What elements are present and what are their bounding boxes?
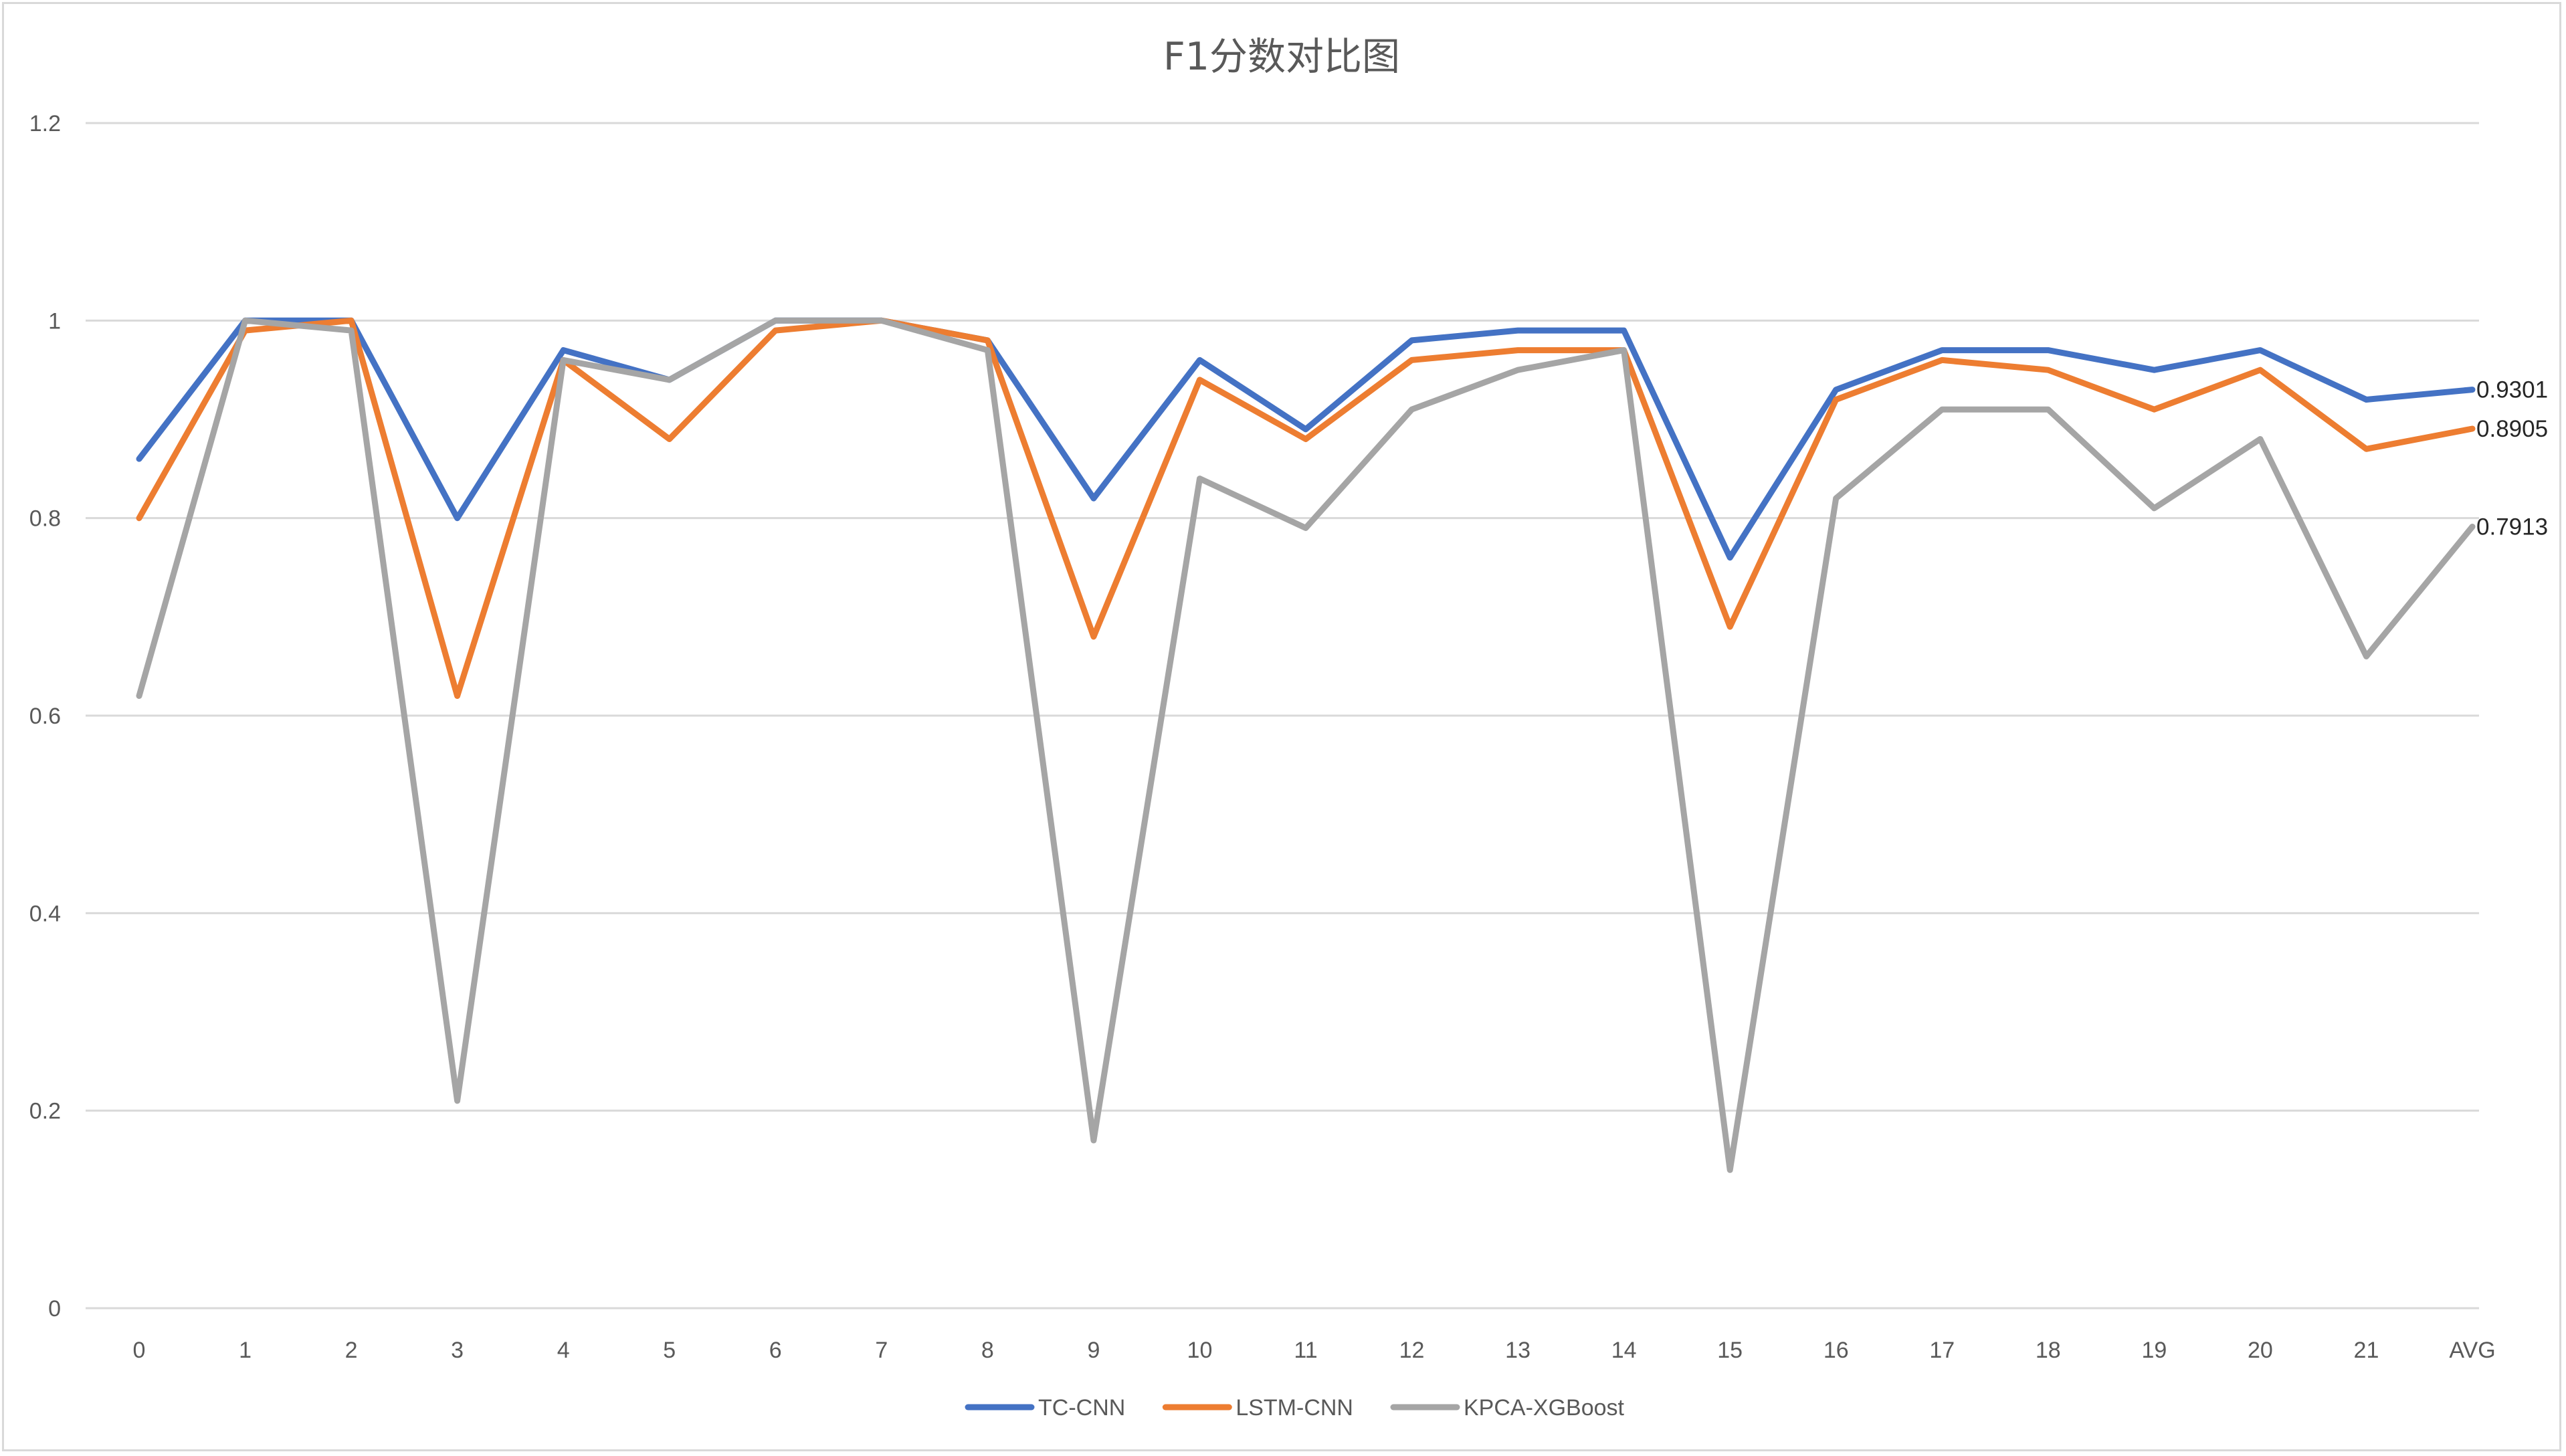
- x-tick-label: 1: [239, 1338, 252, 1363]
- x-tick-label: 11: [1294, 1338, 1317, 1363]
- legend-entry: KPCA-XGBoost: [1464, 1395, 1625, 1421]
- data-label: 0.9301: [2476, 377, 2548, 403]
- x-tick-label: 7: [875, 1338, 888, 1363]
- x-tick-label: 21: [2354, 1338, 2379, 1363]
- chart-title: F1分数对比图: [1163, 35, 1400, 79]
- x-tick-label: 0: [133, 1338, 146, 1363]
- x-tick-label: 16: [1823, 1338, 1849, 1363]
- x-tick-label: 19: [2141, 1338, 2167, 1363]
- x-tick-label: 3: [451, 1338, 464, 1363]
- y-tick-label: 0.2: [29, 1099, 61, 1124]
- series-line-lstm-cnn: [136, 317, 2476, 699]
- x-tick-label: AVG: [2449, 1338, 2495, 1363]
- y-tick-label: 0.4: [29, 901, 61, 926]
- y-tick-label: 0.8: [29, 506, 61, 532]
- series-line-tc-cnn: [136, 317, 2476, 561]
- legend-entry: LSTM-CNN: [1236, 1395, 1353, 1421]
- x-tick-label: 12: [1399, 1338, 1425, 1363]
- y-tick-label: 0.6: [29, 704, 61, 729]
- y-tick-label: 0: [48, 1296, 61, 1322]
- x-tick-label: 5: [663, 1338, 676, 1363]
- legend: TC-CNN LSTM-CNN KPCA-XGBoost: [965, 1395, 1625, 1421]
- x-tick-label: 20: [2248, 1338, 2273, 1363]
- data-labels: 0.9301 0.8905 0.7913: [2476, 377, 2548, 540]
- x-tick-label: 18: [2036, 1338, 2061, 1363]
- x-tick-label: 9: [1087, 1338, 1100, 1363]
- series-lines: [136, 317, 2476, 1173]
- x-tick-label: 13: [1505, 1338, 1531, 1363]
- x-tick-label: 4: [557, 1338, 570, 1363]
- y-axis-ticks: 0 0.2 0.4 0.6 0.8 1 1.2: [29, 111, 61, 1322]
- gridlines: [86, 122, 2479, 1310]
- x-tick-label: 10: [1187, 1338, 1213, 1363]
- y-tick-label: 1: [48, 308, 61, 334]
- legend-entry: TC-CNN: [1038, 1395, 1125, 1421]
- data-label: 0.7913: [2476, 514, 2548, 540]
- y-tick-label: 1.2: [29, 111, 61, 136]
- x-tick-label: 14: [1611, 1338, 1637, 1363]
- x-tick-label: 6: [769, 1338, 782, 1363]
- data-label: 0.8905: [2476, 416, 2548, 442]
- x-tick-label: 8: [981, 1338, 994, 1363]
- line-chart: 00.20.40.60.811.2 0 1 2 3 4 5 6 7 8 9 10 11 12 13 14 15…: [29, 35, 2548, 1421]
- x-axis-ticks: 0 1 2 3 4 5 6 7 8 9 10 11 12 13 14 15 16 17 18 19 20 21 AVG: [133, 1338, 2496, 1363]
- x-tick-label: 17: [1929, 1338, 1955, 1363]
- x-tick-label: 15: [1717, 1338, 1743, 1363]
- x-tick-label: 2: [345, 1338, 358, 1363]
- series-line-kpca-xgboost: [136, 317, 2476, 1173]
